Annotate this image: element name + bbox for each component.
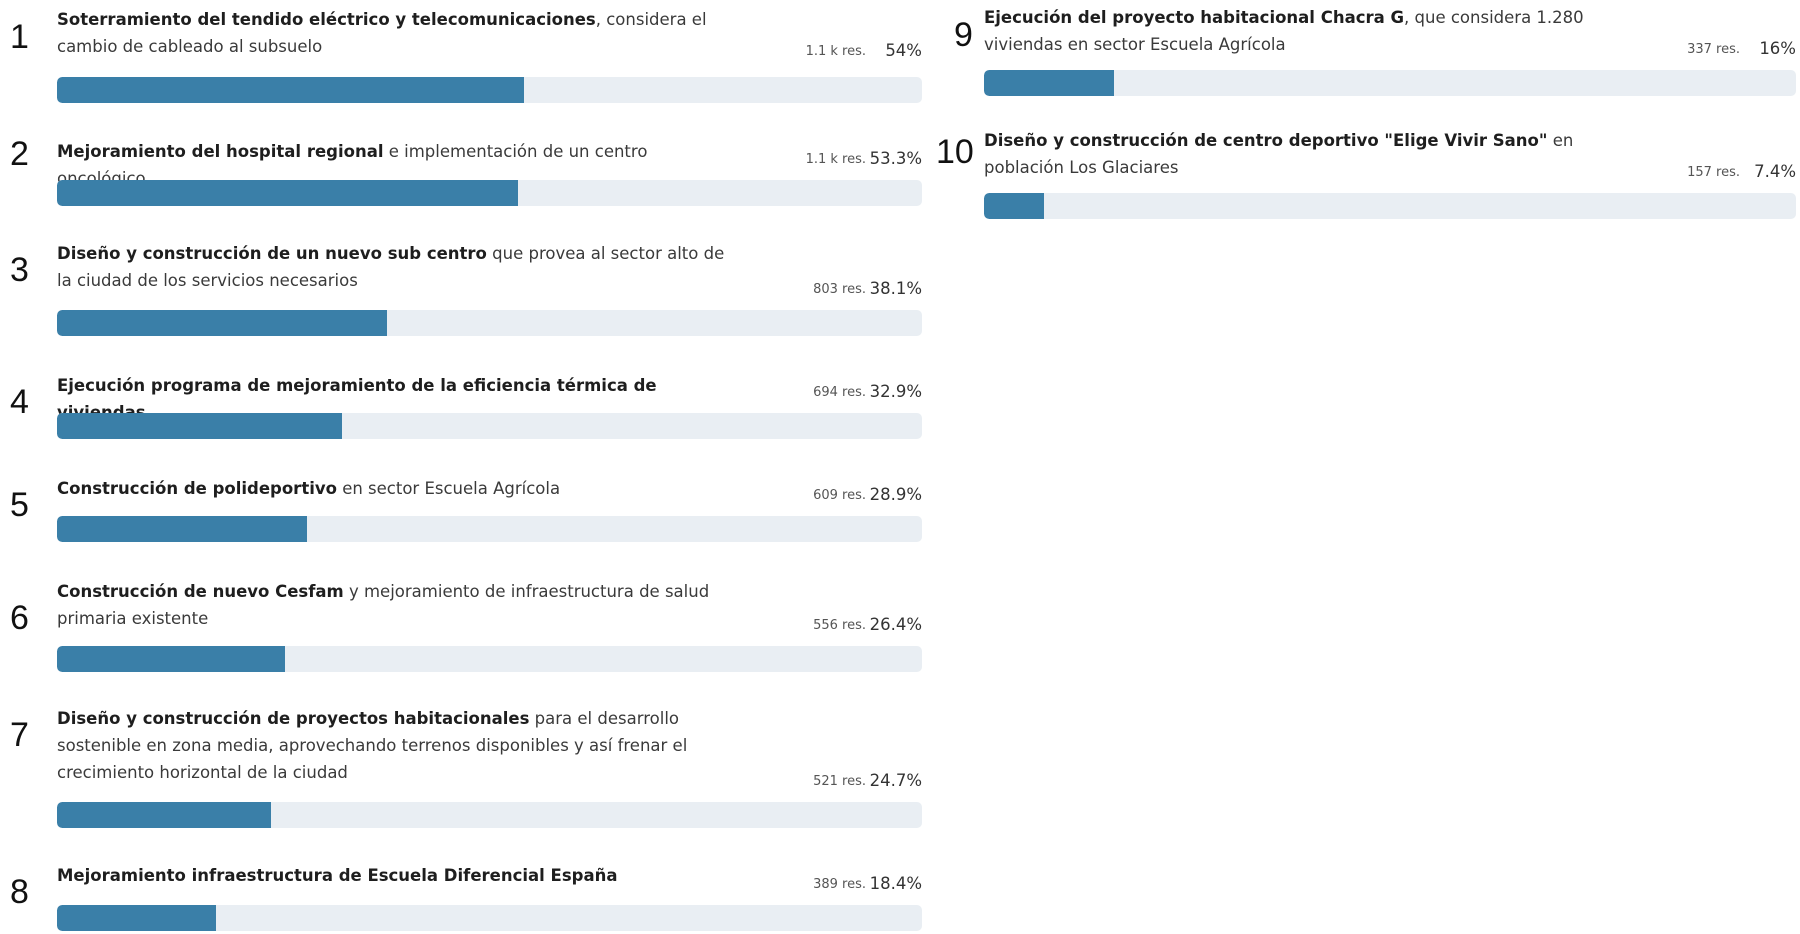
option-label-bold: Construcción de polideportivo: [57, 479, 337, 498]
bar-track: [57, 905, 922, 931]
rank-number: 2: [10, 135, 29, 173]
option-label-rest: en sector Escuela Agrícola: [336, 479, 561, 498]
percent-label: 54%: [885, 41, 922, 60]
option-label: Diseño y construcción de proyectos habit…: [57, 705, 737, 786]
percent-label: 7.4%: [1754, 162, 1796, 181]
option-label: Mejoramiento infraestructura de Escuela …: [57, 862, 737, 889]
response-count: 157 res.: [1687, 165, 1740, 180]
bar-track: [57, 77, 922, 103]
bar-fill: [57, 646, 286, 672]
bar-track: [57, 310, 922, 336]
option-label-rest: en población Los Glaciares: [984, 131, 1574, 177]
bar-fill: [57, 516, 307, 542]
rank-number: 9: [954, 16, 973, 54]
rank-number: 10: [936, 133, 974, 171]
bar-fill: [57, 413, 342, 439]
rank-number: 1: [10, 18, 29, 56]
option-label-rest: que provea al sector alto de la ciudad d…: [57, 244, 725, 290]
percent-label: 53.3%: [869, 149, 922, 168]
response-count: 609 res.: [813, 488, 866, 503]
percent-label: 28.9%: [869, 485, 922, 504]
response-count: 803 res.: [813, 282, 866, 297]
option-label: Mejoramiento del hospital regional e imp…: [57, 138, 737, 192]
rank-number: 7: [10, 716, 29, 754]
response-count: 521 res.: [813, 774, 866, 789]
option-label-bold: Diseño y construcción de proyectos habit…: [57, 709, 530, 728]
bar-fill: [984, 193, 1045, 219]
bar-fill: [984, 70, 1114, 96]
bar-fill: [57, 310, 387, 336]
rank-number: 5: [10, 486, 29, 524]
option-label-rest: para el desarrollo sostenible en zona me…: [57, 709, 688, 782]
option-label-bold: Diseño y construcción de centro deportiv…: [984, 131, 1548, 150]
option-label-bold: Ejecución del proyecto habitacional Chac…: [984, 8, 1405, 27]
response-count: 1.1 k res.: [805, 152, 866, 167]
response-count: 556 res.: [813, 618, 866, 633]
option-label: Construcción de nuevo Cesfam y mejoramie…: [57, 578, 737, 632]
response-count: 389 res.: [813, 877, 866, 892]
option-label: Construcción de polideportivo en sector …: [57, 475, 737, 502]
rank-number: 3: [10, 251, 29, 289]
bar-track: [984, 70, 1796, 96]
bar-track: [57, 516, 922, 542]
option-label-rest: y mejoramiento de infraestructura de sal…: [57, 582, 710, 628]
percent-label: 38.1%: [869, 279, 922, 298]
option-label: Ejecución del proyecto habitacional Chac…: [984, 4, 1624, 58]
option-label-bold: Mejoramiento infraestructura de Escuela …: [57, 866, 618, 885]
option-label-bold: Diseño y construcción de un nuevo sub ce…: [57, 244, 487, 263]
rank-number: 6: [10, 599, 29, 637]
response-count: 694 res.: [813, 385, 866, 400]
percent-label: 26.4%: [869, 615, 922, 634]
response-count: 337 res.: [1687, 42, 1740, 57]
percent-label: 16%: [1759, 39, 1796, 58]
bar-fill: [57, 802, 271, 828]
option-label-bold: Mejoramiento del hospital regional: [57, 142, 384, 161]
bar-fill: [57, 905, 217, 931]
bar-track: [57, 180, 922, 206]
percent-label: 18.4%: [869, 874, 922, 893]
bar-fill: [57, 180, 519, 206]
bar-fill: [57, 77, 525, 103]
option-label-bold: Construcción de nuevo Cesfam: [57, 582, 344, 601]
percent-label: 24.7%: [869, 771, 922, 790]
option-label: Diseño y construcción de un nuevo sub ce…: [57, 240, 737, 294]
option-label-rest: , considera el cambio de cableado al sub…: [57, 10, 707, 56]
rank-number: 8: [10, 873, 29, 911]
bar-track: [57, 802, 922, 828]
option-label: Soterramiento del tendido eléctrico y te…: [57, 6, 737, 60]
response-count: 1.1 k res.: [805, 44, 866, 59]
bar-track: [984, 193, 1796, 219]
rank-number: 4: [10, 383, 29, 421]
percent-label: 32.9%: [869, 382, 922, 401]
option-label-rest: , que considera 1.280 viviendas en secto…: [984, 8, 1584, 54]
bar-track: [57, 646, 922, 672]
bar-track: [57, 413, 922, 439]
option-label-bold: Soterramiento del tendido eléctrico y te…: [57, 10, 596, 29]
option-label: Diseño y construcción de centro deportiv…: [984, 127, 1594, 181]
